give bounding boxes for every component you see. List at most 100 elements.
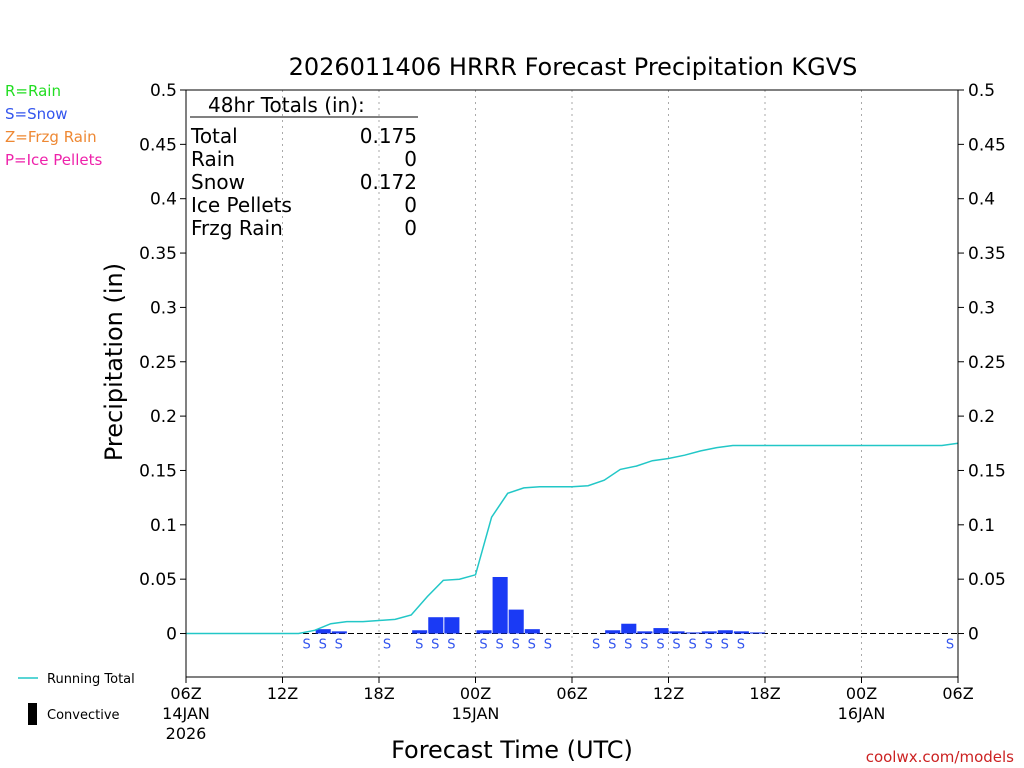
convective-legend-swatch [28,703,37,725]
precip-bar [428,617,444,634]
x-tick-label: 00Z [460,684,491,703]
precip-type-symbol: S [721,638,729,653]
y-axis-label: Precipitation (in) [100,263,128,461]
totals-row-label: Total [190,124,238,148]
y-tick-label-left: 0.2 [150,407,177,427]
precip-type-symbol: S [415,638,423,653]
y-tick-label-right: 0.45 [968,135,1006,155]
totals-row-label: Frzg Rain [191,216,283,240]
type-legend-entry: R=Rain [5,82,61,100]
precip-type-symbol: S [319,638,327,653]
precip-bar [717,630,733,634]
totals-box: 48hr Totals (in): Total 0.175 Rain 0 Snow 0.17… [190,93,418,240]
precip-type-symbol: S [335,638,343,653]
y-tick-label-left: 0.25 [139,353,177,373]
series-legend-label: Running Total [47,672,135,687]
precip-bar [621,623,637,634]
y-tick-label-right: 0.3 [968,298,995,318]
x-axis-label: Forecast Time (UTC) [391,736,633,764]
running-total-line [186,442,959,635]
precip-type-symbol: S [608,638,616,653]
precip-bar [331,631,347,634]
precip-bar [637,631,653,634]
line-layer [186,442,959,635]
y-tick-label-left: 0.5 [150,81,177,101]
x-tick-year: 2026 [166,724,207,743]
precip-bar [701,631,717,634]
precip-bar [444,617,460,634]
x-tick-label: 12Z [653,684,684,703]
totals-row-value: 0 [404,193,417,217]
y-tick-label-left: 0.3 [150,298,177,318]
y-tick-label-right: 0.5 [968,81,995,101]
type-legend-entry: S=Snow [5,105,68,123]
precip-type-symbol: S [431,638,439,653]
x-tick-label: 06Z [170,684,201,703]
precip-type-symbol: S [479,638,487,653]
y-tick-label-right: 0.1 [968,516,995,536]
precip-type-symbol: S [624,638,632,653]
x-tick-label: 06Z [556,684,587,703]
precip-type-symbol: S [672,638,680,653]
x-tick-date: 15JAN [452,704,500,723]
y-tick-label-right: 0.25 [968,353,1006,373]
precip-type-symbol: S [512,638,520,653]
y-tick-label-right: 0.15 [968,461,1006,481]
x-tick-label: 00Z [846,684,877,703]
y-tick-label-right: 0.2 [968,407,995,427]
y-tick-label-left: 0 [166,625,177,645]
totals-header: 48hr Totals (in): [208,93,365,117]
precip-bar [492,576,508,634]
x-tick-label: 12Z [267,684,298,703]
precip-bar [733,631,749,634]
precip-type-symbol: S [592,638,600,653]
precip-type-symbol: S [737,638,745,653]
legend: R=Rain S=Snow Z=Frzg Rain P=Ice Pellets Runn… [5,82,135,725]
precip-type-symbol: S [656,638,664,653]
credit-text: coolwx.com/models [866,748,1014,766]
precip-bar [605,630,621,634]
y-tick-label-left: 0.4 [150,190,177,210]
precip-type-symbol: S [495,638,503,653]
precip-type-symbol: S [447,638,455,653]
precip-type-symbol: S [705,638,713,653]
precip-bar [669,631,685,634]
grid-layer [186,90,958,677]
precip-type-symbol: S [528,638,536,653]
precip-bar [524,629,540,634]
y-tick-label-right: 0.4 [968,190,995,210]
totals-row-label: Snow [191,170,245,194]
y-tick-label-left: 0.05 [139,570,177,590]
y-tick-label-left: 0.35 [139,244,177,264]
y-tick-label-left: 0.45 [139,135,177,155]
type-legend-entry: P=Ice Pellets [5,151,102,169]
precip-type-symbol: S [383,638,391,653]
precip-type-symbol: S [946,638,954,653]
precip-bar [315,629,331,634]
totals-row-value: 0 [404,147,417,171]
x-tick-date: 14JAN [162,704,210,723]
precip-bar [476,630,492,634]
precip-type-symbol: S [640,638,648,653]
y-tick-label-left: 0.15 [139,461,177,481]
totals-row-label: Ice Pellets [191,193,292,217]
x-tick-label: 06Z [942,684,973,703]
y-tick-label-right: 0 [968,625,979,645]
type-legend-entry: Z=Frzg Rain [5,128,97,146]
totals-row-value: 0.172 [360,170,417,194]
precip-bar [508,609,524,634]
precip-bar [653,628,669,634]
precip-type-symbol: S [544,638,552,653]
y-tick-label-right: 0.05 [968,570,1006,590]
series-legend-label: Convective [47,708,120,723]
precip-bar [412,630,428,634]
y-tick-label-right: 0.35 [968,244,1006,264]
chart-title: 2026011406 HRRR Forecast Precipitation K… [289,53,858,81]
totals-row-value: 0 [404,216,417,240]
x-tick-date: 16JAN [838,704,886,723]
x-tick-label: 18Z [749,684,780,703]
totals-row-label: Rain [191,147,235,171]
precip-type-symbol: S [302,638,310,653]
